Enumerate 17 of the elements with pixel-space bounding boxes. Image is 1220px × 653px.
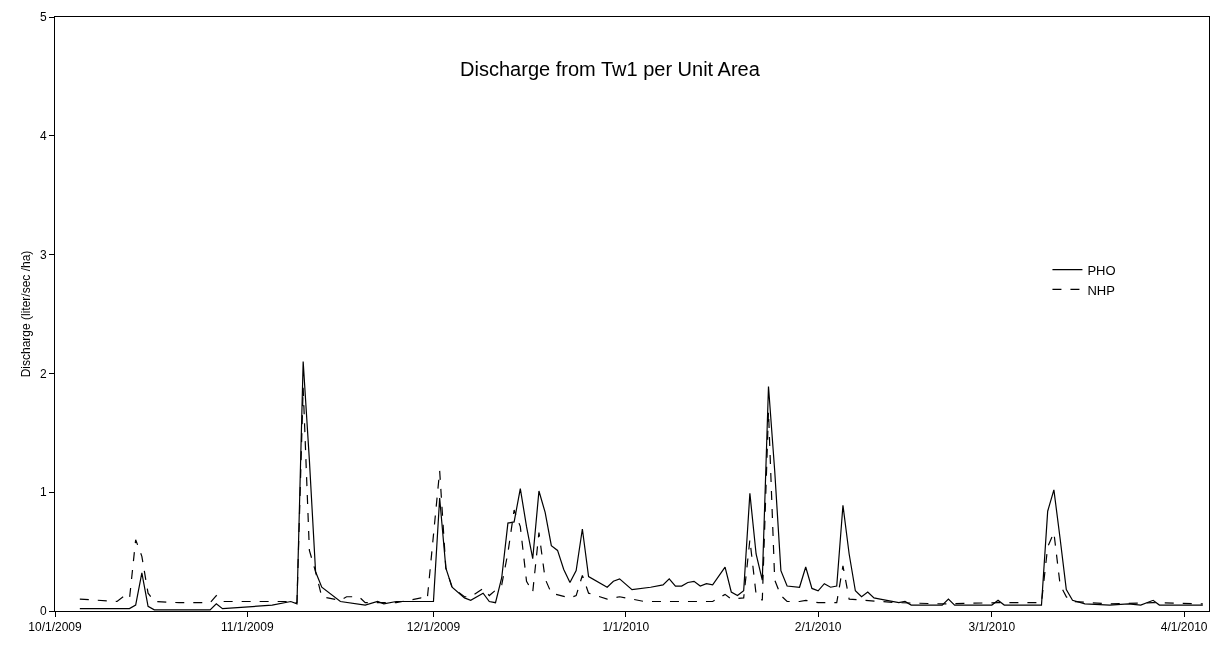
- x-tick-label: 12/1/2009: [406, 620, 461, 635]
- x-tick-label: 10/1/2009: [28, 620, 83, 635]
- y-tick-label: 2: [39, 366, 47, 381]
- y-axis-title: Discharge (liter/sec /ha): [19, 250, 34, 378]
- x-tick-label: 4/1/2010: [1160, 620, 1208, 635]
- x-tick-label: 11/1/2009: [221, 620, 274, 635]
- y-tick-label: 5: [39, 10, 47, 25]
- text: Discharge from Tw1 per Unit Area: [460, 58, 761, 81]
- legend-label: PHO: [1087, 262, 1116, 278]
- y-tick-label: 1: [39, 485, 47, 500]
- y-tick-label: 3: [39, 247, 47, 262]
- y-tick-label: 0: [39, 604, 47, 619]
- x-tick-label: 2/1/2010: [794, 620, 842, 635]
- x-tick-label: 1/1/2010: [602, 620, 650, 635]
- legend-label: NHP: [1087, 282, 1115, 298]
- y-tick-label: 4: [39, 129, 47, 143]
- x-tick-label: 3/1/2010: [968, 620, 1016, 635]
